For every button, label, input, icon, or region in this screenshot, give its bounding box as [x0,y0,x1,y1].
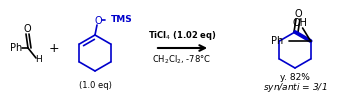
Text: Ph: Ph [10,43,22,53]
Text: $syn$/$anti$ = 3/1: $syn$/$anti$ = 3/1 [263,80,327,94]
Text: CH$_2$Cl$_2$, -78°C: CH$_2$Cl$_2$, -78°C [152,54,212,66]
Text: H: H [36,56,42,64]
Text: TMS: TMS [111,16,133,24]
Text: OH: OH [292,18,307,28]
Text: O: O [294,9,302,19]
Text: +: + [49,42,59,55]
Text: TiCl$_4$ (1.02 eq): TiCl$_4$ (1.02 eq) [147,30,216,42]
Text: y. 82%: y. 82% [280,72,310,82]
Text: O: O [23,24,31,34]
Text: O: O [94,16,102,26]
Text: (1.0 eq): (1.0 eq) [78,82,112,90]
Text: Ph: Ph [271,36,284,46]
